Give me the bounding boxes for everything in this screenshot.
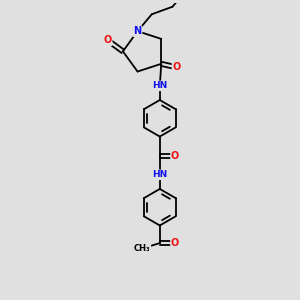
Text: O: O: [172, 62, 181, 72]
Text: HN: HN: [152, 81, 167, 90]
Text: N: N: [134, 26, 142, 36]
Text: HN: HN: [152, 170, 167, 179]
Text: O: O: [103, 35, 112, 45]
Text: CH₃: CH₃: [134, 244, 150, 253]
Text: O: O: [171, 238, 179, 248]
Text: O: O: [171, 151, 179, 161]
